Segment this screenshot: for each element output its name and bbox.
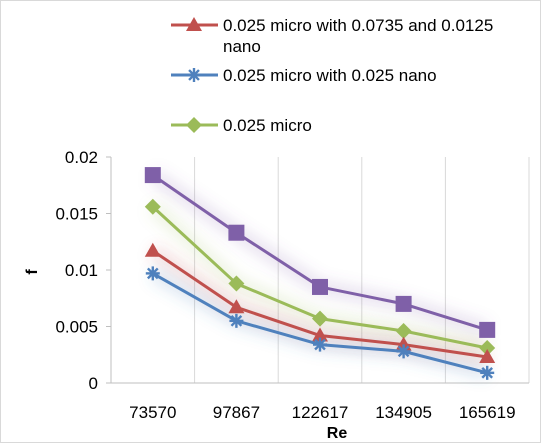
star-stroke: [397, 345, 410, 358]
star-stroke: [314, 338, 326, 351]
tick-labels: 0 0.005 0.01 0.015 0.02 73570 97867 122617 13490…: [55, 148, 515, 422]
legend: 0.025 micro with 0.0735 and 0.0125nano0.…: [171, 16, 493, 135]
data-point-star: [480, 365, 495, 380]
data-point-diamond: [395, 323, 412, 340]
x-tick-label: 73570: [129, 403, 176, 422]
data-point-triangle: [144, 242, 161, 257]
data-point-star: [145, 266, 160, 281]
y-tick-label: 0.015: [55, 205, 98, 224]
star-stroke: [230, 315, 243, 327]
data-point-square: [395, 295, 412, 312]
data-point-star: [187, 68, 201, 82]
data-point-square: [312, 278, 328, 295]
x-tick-label: 97867: [213, 403, 260, 422]
data-point-triangle: [312, 327, 328, 342]
data-point-diamond: [479, 339, 496, 356]
data-point-star: [313, 337, 327, 352]
data-point-diamond: [144, 198, 161, 215]
x-axis-title: Re: [327, 425, 348, 442]
legend-item-green: 0.025 micro: [171, 116, 312, 135]
x-tick-label: 165619: [459, 403, 516, 422]
data-point-square: [228, 224, 245, 241]
data-point-triangle: [186, 17, 202, 31]
data-point-star: [396, 344, 411, 359]
legend-item-blue: 0.025 micro with 0.025 nano: [171, 66, 437, 85]
data-point-star: [229, 313, 244, 328]
x-tick-label: 122617: [292, 403, 349, 422]
series-layer: [144, 167, 496, 380]
data-point-square: [479, 321, 496, 338]
y-tick-label: 0.01: [65, 261, 98, 280]
y-tick-label: 0.02: [65, 148, 98, 167]
x-tick-label: 134905: [375, 403, 432, 422]
legend-label: nano: [223, 37, 261, 56]
data-point-diamond: [312, 310, 328, 327]
star-stroke: [147, 267, 159, 280]
legend-label: 0.025 micro with 0.0735 and 0.0125: [223, 16, 493, 35]
data-point-diamond: [228, 275, 245, 292]
data-point-triangle: [228, 299, 245, 314]
data-point-diamond: [186, 117, 202, 133]
y-tick-label: 0.005: [55, 318, 98, 337]
star-stroke: [481, 367, 493, 379]
axes: [106, 156, 529, 384]
legend-label: 0.025 micro: [223, 116, 312, 135]
y-tick-label: 0: [89, 374, 98, 393]
legend-item-red: 0.025 micro with 0.0735 and 0.0125 nano: [171, 16, 493, 56]
legend-label: 0.025 micro with 0.025 nano: [223, 66, 437, 85]
y-axis-title: f: [24, 269, 41, 275]
star-stroke: [188, 69, 200, 81]
data-point-triangle: [479, 349, 496, 364]
data-point-square: [144, 167, 161, 184]
